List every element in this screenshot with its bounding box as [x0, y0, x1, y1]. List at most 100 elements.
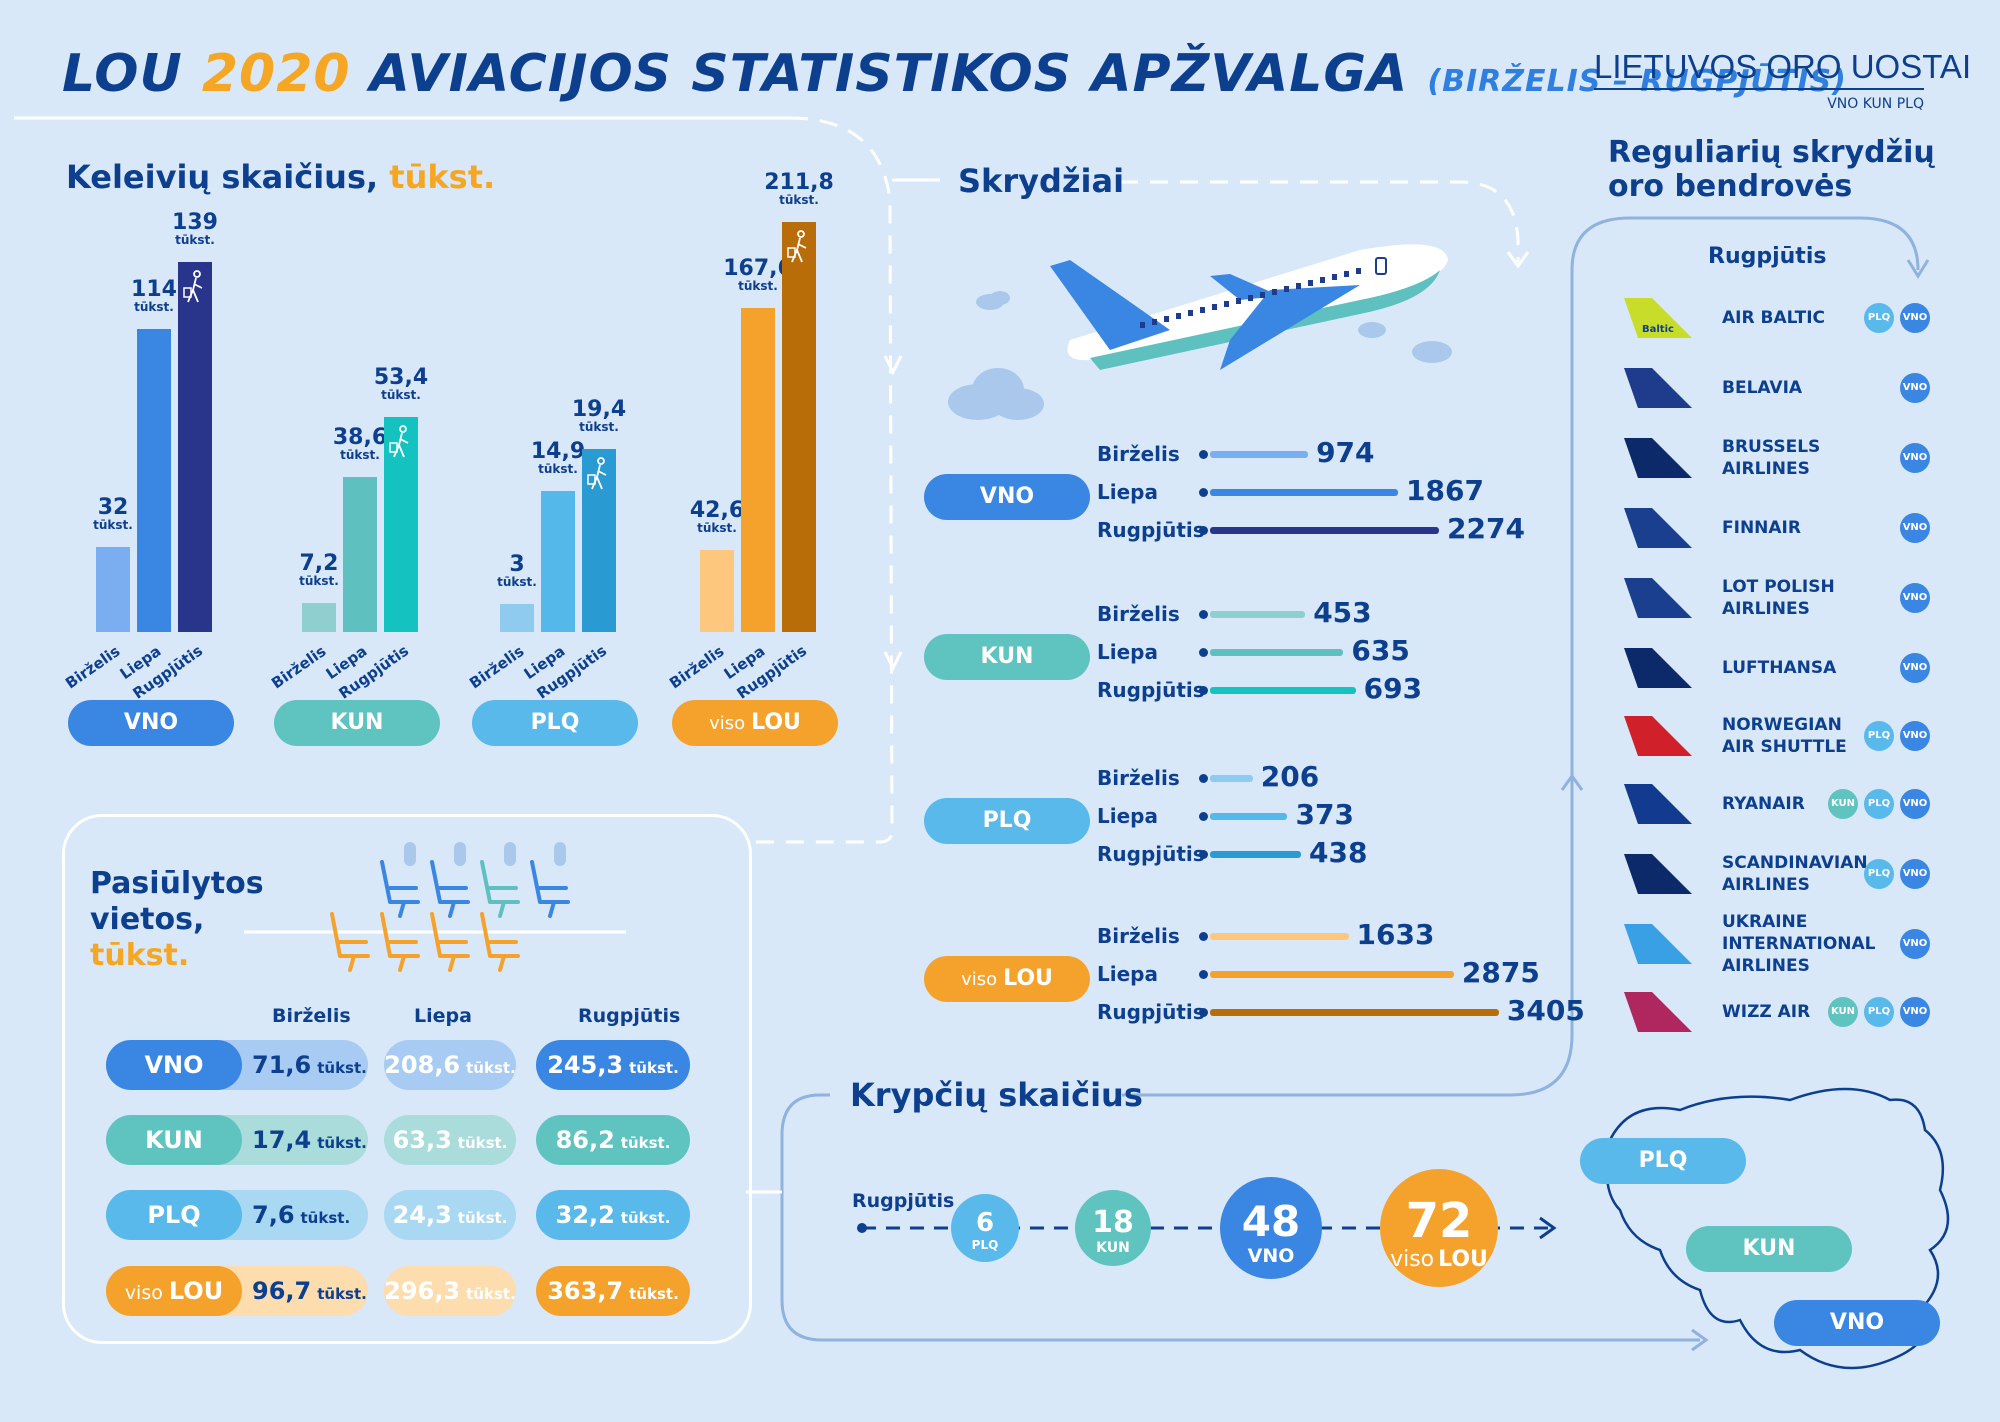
seats-icon — [244, 842, 626, 972]
airport-badge: PLQ — [1864, 303, 1894, 333]
seats-airport: VNO — [106, 1040, 242, 1090]
seats-cell: 86,2 tūkst. — [536, 1115, 690, 1165]
airport-badge: VNO — [1900, 721, 1930, 751]
destinations-timeline — [857, 1216, 1557, 1240]
airport-pill: VNO — [68, 700, 234, 746]
flights-dot — [1199, 1008, 1208, 1017]
airport-code: KUN — [980, 644, 1034, 669]
airport-code: PLQ — [982, 808, 1032, 833]
seats-cell: 208,6 tūkst. — [384, 1040, 516, 1090]
passenger-unit: tūkst. — [579, 420, 619, 434]
flights-bar — [1210, 933, 1349, 940]
passenger-bar — [343, 476, 377, 632]
airport-badge: PLQ — [1864, 997, 1894, 1027]
flights-dot — [1199, 850, 1208, 859]
airport-badge: VNO — [1900, 583, 1930, 613]
airport-prefix: viso — [124, 1282, 163, 1304]
airlines-title: Reguliarių skrydžių oro bendrovės — [1608, 135, 1935, 204]
seats-cell: 296,3 tūkst. — [384, 1266, 516, 1316]
seats-number: 63,3 — [392, 1126, 452, 1154]
airport-badge: VNO — [1900, 929, 1930, 959]
seats-row-first: viso LOU 96,7 tūkst. — [106, 1266, 368, 1316]
passenger-unit: tūkst. — [697, 520, 737, 535]
destination-label: VNO — [1220, 1245, 1322, 1267]
flights-value: 3405 — [1506, 994, 1585, 1027]
passengers-title: Keleivių skaičius, tūkst. — [66, 158, 496, 196]
flights-dot — [1199, 970, 1208, 979]
traveler-icon — [183, 270, 203, 303]
airline-tail-logo-icon — [1624, 924, 1692, 964]
seats-number: 7,6 — [252, 1201, 295, 1229]
destination-label-prefix: viso — [1390, 1247, 1435, 1273]
airport-badge: VNO — [1900, 303, 1930, 333]
flights-bar — [1210, 649, 1344, 656]
airport-code: PLQ — [530, 710, 580, 735]
airline-name-line: WIZZ AIR — [1722, 1002, 1811, 1022]
passenger-bar — [500, 603, 534, 632]
airport-code: LOU — [751, 710, 801, 735]
airline-tail-logo-icon — [1624, 298, 1692, 338]
airline-name-line: INTERNATIONAL — [1722, 934, 1876, 954]
seats-title: Pasiūlytos vietos, tūkst. — [90, 866, 264, 973]
passenger-bar — [741, 307, 775, 632]
seats-unit: tūkst. — [629, 1059, 679, 1077]
airline-name-line: AIRLINES — [1722, 956, 1810, 976]
passenger-value: 211,8 — [764, 170, 834, 195]
airport-badge: VNO — [1900, 653, 1930, 683]
seats-airport: KUN — [106, 1115, 242, 1165]
airport-prefix: viso — [709, 713, 746, 734]
passenger-value: 167,6 — [723, 255, 793, 281]
passenger-value-label: 32 tūkst. — [76, 495, 150, 532]
airline-name: LOT POLISH AIRLINES — [1722, 576, 1835, 620]
seats-airport: viso LOU — [106, 1266, 242, 1316]
airport-pill: viso LOU — [672, 700, 838, 746]
destination-circle: 72 viso LOU — [1380, 1169, 1498, 1287]
traveler-icon — [587, 457, 607, 490]
seats-column-header: Birželis — [272, 1005, 351, 1027]
flights-month-label: Liepa — [1097, 480, 1158, 504]
seats-number: 245,3 — [547, 1051, 624, 1079]
passenger-unit: tūkst. — [175, 233, 215, 247]
airline-name: WIZZ AIR — [1722, 1001, 1810, 1023]
flights-airport-pill: PLQ — [924, 798, 1090, 844]
airline-name-line: AIRLINES — [1722, 459, 1810, 479]
flights-airport-pill: KUN — [924, 634, 1090, 680]
seats-value: 96,7 tūkst. — [252, 1266, 367, 1319]
passenger-unit: tūkst. — [497, 574, 537, 589]
passenger-value-label: 211,8 tūkst. — [762, 170, 836, 207]
flights-value: 373 — [1295, 798, 1354, 831]
airline-name: BRUSSELS AIRLINES — [1722, 436, 1820, 480]
flights-bar — [1210, 489, 1399, 496]
passenger-value-label: 114 tūkst. — [117, 277, 191, 314]
flights-airport-pill: viso LOU — [924, 956, 1090, 1002]
seats-unit: tūkst. — [457, 1134, 508, 1152]
destination-circle: 48 VNO — [1220, 1177, 1322, 1279]
passenger-value: 32 — [97, 494, 129, 520]
seats-panel — [62, 814, 752, 1344]
flights-bar — [1210, 687, 1356, 694]
airline-name: UKRAINE INTERNATIONAL AIRLINES — [1722, 911, 1876, 977]
map-airport-pill: KUN — [1686, 1226, 1852, 1272]
seats-number: 208,6 — [384, 1051, 461, 1079]
airline-tail-logo-icon — [1624, 716, 1692, 756]
airplane-icon — [948, 244, 1452, 420]
flights-title: Skrydžiai — [958, 162, 1125, 200]
destination-label-code: PLQ — [971, 1238, 999, 1253]
airline-tail-logo-icon — [1624, 854, 1692, 894]
seats-unit: tūkst. — [457, 1209, 508, 1227]
passenger-value-label: 53,4 tūkst. — [364, 365, 438, 402]
seats-unit: tūkst. — [466, 1059, 516, 1077]
flights-dot — [1199, 648, 1208, 657]
flights-month-label: Rugpjūtis — [1097, 678, 1205, 702]
passenger-unit: tūkst. — [340, 447, 380, 462]
lithuania-map-icon — [1605, 1087, 1950, 1370]
destination-label: KUN — [1075, 1240, 1151, 1256]
seats-row-first: VNO 71,6 tūkst. — [106, 1040, 368, 1090]
flights-dot — [1199, 812, 1208, 821]
airline-tail-logo-icon — [1624, 438, 1692, 478]
seats-number: 17,4 — [252, 1126, 312, 1154]
passenger-value-label: 42,6 tūkst. — [680, 498, 754, 535]
destination-count: 6 — [975, 1208, 995, 1239]
airport-code: VNO — [123, 710, 179, 735]
